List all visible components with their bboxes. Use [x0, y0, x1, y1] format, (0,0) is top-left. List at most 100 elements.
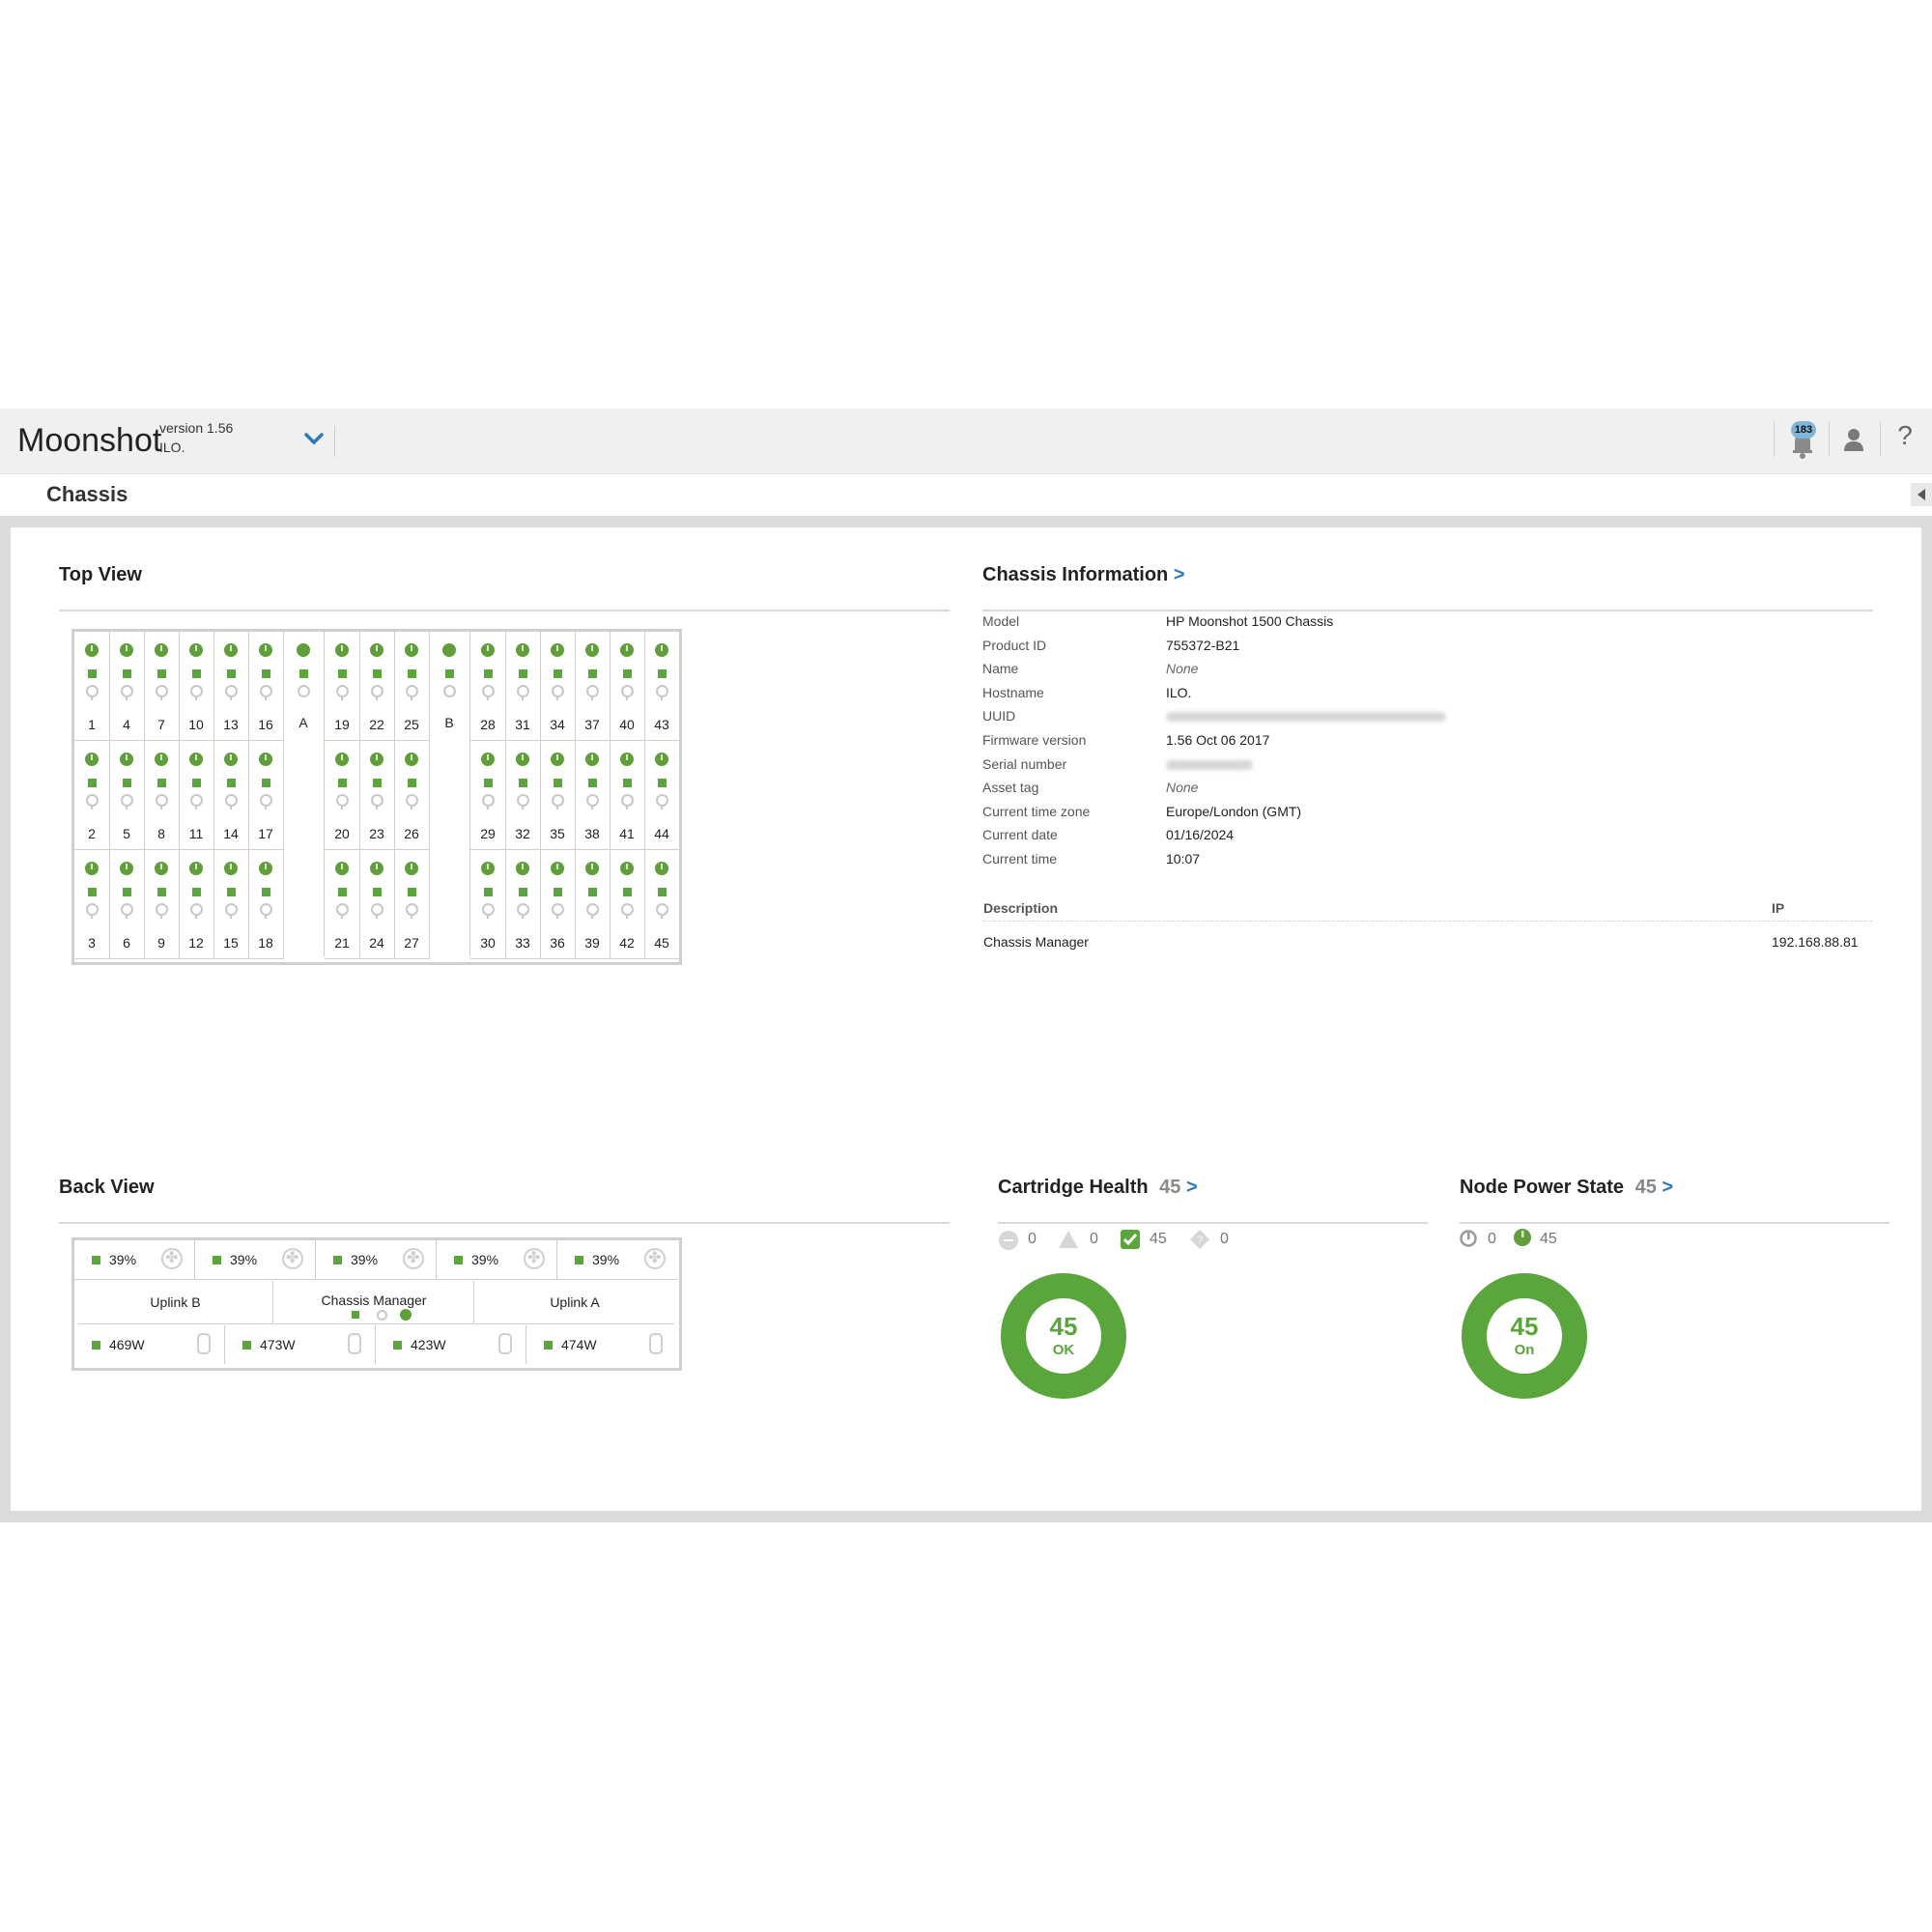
cartridge-slot[interactable]: 6	[109, 850, 145, 959]
cartridge-number: 7	[157, 717, 165, 732]
cartridge-slot[interactable]: 18	[248, 850, 284, 959]
status-square	[554, 888, 562, 896]
cartridge-slot[interactable]: 3	[74, 850, 110, 959]
cartridge-slot[interactable]: 44	[644, 741, 680, 850]
cartridge-slot[interactable]: 29	[470, 741, 506, 850]
help-icon[interactable]: ?	[1897, 420, 1913, 450]
cartridge-slot[interactable]: 35	[540, 741, 576, 850]
chassis-manager-module[interactable]: Chassis Manager	[274, 1281, 474, 1324]
info-value: 755372-B21	[1166, 637, 1240, 653]
switch-slot[interactable]: A	[283, 632, 325, 956]
power-supply-3[interactable]: 423W	[376, 1325, 526, 1364]
cartridge-slot[interactable]: 12	[179, 850, 214, 959]
cartridge-slot[interactable]: 21	[325, 850, 360, 959]
cartridge-slot[interactable]: 37	[575, 632, 611, 741]
chevron-right-icon[interactable]: >	[1185, 1177, 1198, 1198]
uid-light-icon	[121, 903, 133, 919]
cartridge-slot[interactable]: 32	[505, 741, 541, 850]
cartridge-slot[interactable]: 14	[213, 741, 249, 850]
cartridge-slot[interactable]: 24	[359, 850, 395, 959]
cartridge-slot[interactable]: 25	[394, 632, 430, 741]
cartridge-slot[interactable]: 2	[74, 741, 110, 850]
section-rule	[59, 610, 950, 611]
fan-1[interactable]: 39%	[74, 1240, 195, 1280]
chassis-information-title[interactable]: Chassis Information >	[982, 564, 1185, 586]
chevron-right-icon[interactable]: >	[1173, 564, 1185, 585]
cartridge-slot[interactable]: 17	[248, 741, 284, 850]
fan-speed: 39%	[109, 1252, 137, 1267]
info-label: Name	[982, 661, 1019, 677]
cartridge-slot[interactable]: 40	[610, 632, 645, 741]
status-square	[658, 888, 667, 896]
cartridge-slot[interactable]: 10	[179, 632, 214, 741]
cartridge-slot[interactable]: 9	[144, 850, 180, 959]
chevron-right-icon[interactable]: >	[1662, 1177, 1674, 1198]
cartridge-slot[interactable]: 28	[470, 632, 506, 741]
node-power-donut[interactable]	[1460, 1271, 1589, 1401]
fan-3[interactable]: 39%	[316, 1240, 437, 1280]
cartridge-slot[interactable]: 22	[359, 632, 395, 741]
cartridge-slot[interactable]: 41	[610, 741, 645, 850]
power-icon	[120, 643, 133, 657]
cartridge-slot[interactable]: 11	[179, 741, 214, 850]
power-icon	[85, 862, 99, 875]
info-label: Current time	[982, 851, 1058, 867]
cartridge-number: 28	[480, 717, 496, 732]
power-supply-1[interactable]: 469W	[74, 1325, 225, 1364]
user-button[interactable]	[1837, 422, 1870, 457]
power-supply-4[interactable]: 474W	[526, 1325, 676, 1364]
info-value: 01/16/2024	[1166, 827, 1235, 843]
chevron-down-icon[interactable]	[301, 426, 327, 451]
cartridge-slot[interactable]: 43	[644, 632, 680, 741]
fan-speed: 39%	[471, 1252, 499, 1267]
chassis-information-label: Chassis Information	[982, 564, 1169, 585]
switch-slot[interactable]: B	[429, 632, 470, 956]
power-off-count: 0	[1488, 1231, 1496, 1247]
uplink-a[interactable]: Uplink A	[475, 1281, 674, 1324]
cartridge-slot[interactable]: 4	[109, 632, 145, 741]
cartridge-health-title[interactable]: Cartridge Health 45 >	[998, 1177, 1198, 1199]
cartridge-health-donut[interactable]	[999, 1271, 1128, 1401]
cartridge-slot[interactable]: 7	[144, 632, 180, 741]
status-square	[213, 1256, 221, 1264]
info-label: Model	[982, 613, 1020, 629]
cartridge-slot[interactable]: 15	[213, 850, 249, 959]
cartridge-slot[interactable]: 1	[74, 632, 110, 741]
uid-light-icon	[260, 685, 272, 700]
uid-light-icon	[336, 685, 349, 700]
cartridge-slot[interactable]: 34	[540, 632, 576, 741]
cartridge-slot[interactable]: 19	[325, 632, 360, 741]
uid-light-icon	[225, 903, 238, 919]
cartridge-slot[interactable]: 36	[540, 850, 576, 959]
cartridge-slot[interactable]: 23	[359, 741, 395, 850]
cartridge-slot[interactable]: 30	[470, 850, 506, 959]
cartridge-number: 33	[515, 935, 530, 951]
cartridge-slot[interactable]: 39	[575, 850, 611, 959]
cartridge-slot[interactable]: 26	[394, 741, 430, 850]
power-supply-watts: 474W	[561, 1337, 597, 1352]
cartridge-slot[interactable]: 16	[248, 632, 284, 741]
cartridge-slot[interactable]: 31	[505, 632, 541, 741]
cartridge-number: 14	[223, 826, 239, 841]
cartridge-slot[interactable]: 13	[213, 632, 249, 741]
status-square	[227, 888, 236, 896]
power-icon	[189, 643, 203, 657]
cartridge-slot[interactable]: 38	[575, 741, 611, 850]
power-off-icon	[1460, 1230, 1477, 1247]
status-square	[519, 669, 527, 678]
power-on-count: 45	[1540, 1231, 1557, 1247]
fan-2[interactable]: 39%	[195, 1240, 316, 1280]
cartridge-slot[interactable]: 33	[505, 850, 541, 959]
cartridge-slot[interactable]: 27	[394, 850, 430, 959]
node-power-state-title[interactable]: Node Power State 45 >	[1460, 1177, 1673, 1199]
cartridge-slot[interactable]: 8	[144, 741, 180, 850]
fan-4[interactable]: 39%	[437, 1240, 557, 1280]
cartridge-slot[interactable]: 20	[325, 741, 360, 850]
cartridge-slot[interactable]: 45	[644, 850, 680, 959]
cartridge-slot[interactable]: 42	[610, 850, 645, 959]
uplink-b[interactable]: Uplink B	[78, 1281, 273, 1324]
cartridge-slot[interactable]: 5	[109, 741, 145, 850]
fan-5[interactable]: 39%	[557, 1240, 677, 1280]
power-supply-2[interactable]: 473W	[225, 1325, 376, 1364]
collapse-panel-button[interactable]	[1911, 483, 1932, 506]
